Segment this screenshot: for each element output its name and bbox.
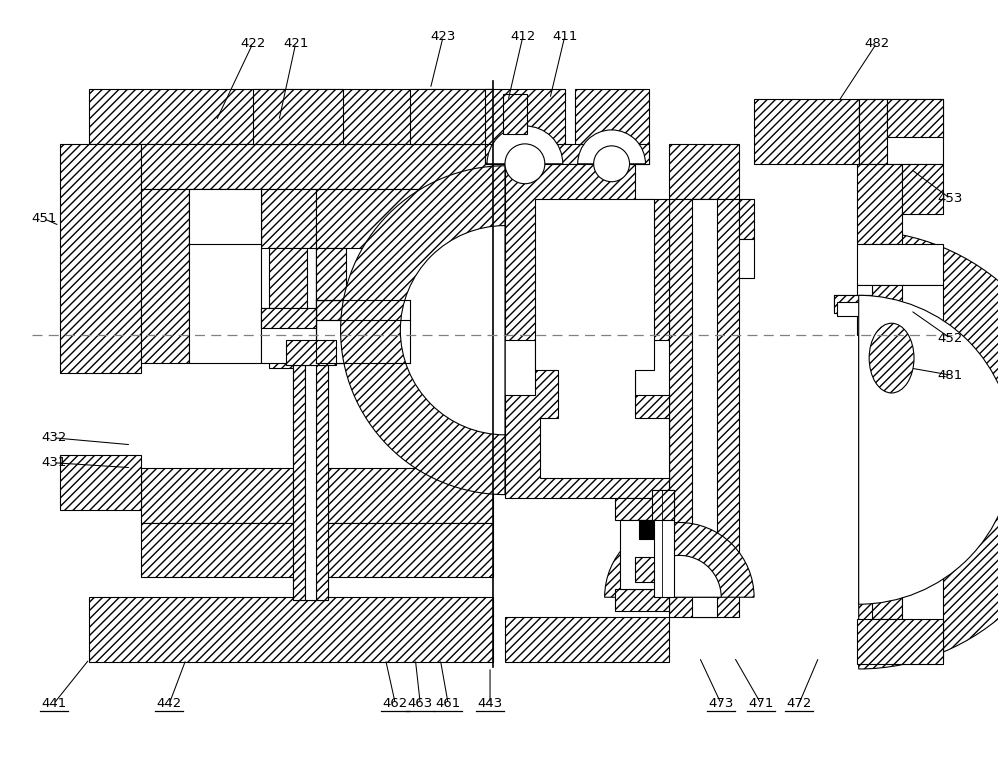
Bar <box>253 89 343 144</box>
Bar <box>575 89 649 164</box>
Bar <box>620 519 664 589</box>
Bar <box>189 189 261 243</box>
Text: 462: 462 <box>383 697 408 710</box>
Bar <box>872 335 902 619</box>
Bar <box>503 94 527 134</box>
Bar <box>286 340 336 365</box>
Bar <box>739 199 754 239</box>
Text: 443: 443 <box>477 697 503 710</box>
Bar <box>60 144 141 373</box>
Bar <box>189 189 261 363</box>
Text: 451: 451 <box>31 212 56 225</box>
Bar <box>316 189 495 363</box>
Bar <box>615 498 669 519</box>
Polygon shape <box>535 199 669 478</box>
Bar <box>857 164 902 243</box>
Text: 481: 481 <box>938 369 963 382</box>
Wedge shape <box>859 230 1000 669</box>
Text: 471: 471 <box>748 697 774 710</box>
Bar <box>635 557 662 582</box>
Text: 482: 482 <box>864 37 889 49</box>
Text: 472: 472 <box>786 697 812 710</box>
Wedge shape <box>605 523 754 598</box>
Wedge shape <box>341 165 505 495</box>
Bar <box>261 189 316 248</box>
Bar <box>316 301 410 363</box>
Text: 473: 473 <box>709 697 734 710</box>
Bar <box>485 144 649 164</box>
Bar <box>89 89 493 144</box>
Bar <box>639 519 667 540</box>
Bar <box>692 199 717 617</box>
Ellipse shape <box>869 323 914 393</box>
Text: 463: 463 <box>408 697 433 710</box>
Bar <box>261 308 316 329</box>
Bar <box>316 248 410 301</box>
Text: 453: 453 <box>938 192 963 205</box>
Bar <box>887 99 943 137</box>
Bar <box>739 239 754 278</box>
Bar <box>485 89 565 164</box>
Bar <box>293 363 328 600</box>
Text: 432: 432 <box>41 431 66 444</box>
Bar <box>141 189 189 363</box>
Polygon shape <box>505 164 669 498</box>
Bar <box>261 308 316 363</box>
Bar <box>859 99 943 164</box>
Circle shape <box>594 146 630 182</box>
Bar <box>834 295 872 313</box>
Text: 431: 431 <box>41 456 66 469</box>
Text: 423: 423 <box>431 30 456 43</box>
Bar <box>857 243 943 285</box>
Bar <box>293 363 305 600</box>
Bar <box>316 301 410 320</box>
Bar <box>615 589 669 611</box>
Bar <box>669 199 739 617</box>
Wedge shape <box>578 130 645 164</box>
Bar <box>654 489 674 598</box>
Bar <box>902 285 943 659</box>
Bar <box>269 248 307 368</box>
Bar <box>293 355 328 365</box>
Text: 412: 412 <box>510 30 536 43</box>
Wedge shape <box>638 555 721 598</box>
Bar <box>316 363 328 600</box>
Wedge shape <box>400 226 505 435</box>
Bar <box>859 99 887 164</box>
Text: 421: 421 <box>283 37 308 49</box>
Bar <box>902 164 943 213</box>
Text: 442: 442 <box>157 697 182 710</box>
Text: 411: 411 <box>552 30 577 43</box>
Bar <box>834 295 872 313</box>
Bar <box>375 248 410 301</box>
Bar <box>857 619 943 664</box>
Bar <box>89 598 493 662</box>
Wedge shape <box>487 126 563 164</box>
Bar <box>141 523 493 577</box>
Circle shape <box>505 144 545 184</box>
Text: 461: 461 <box>436 697 461 710</box>
Bar <box>837 302 869 316</box>
Bar <box>141 468 493 523</box>
Text: 452: 452 <box>938 332 963 345</box>
Bar <box>754 99 859 164</box>
Bar <box>60 455 141 509</box>
Bar <box>652 489 674 519</box>
Bar <box>669 144 739 199</box>
Bar <box>410 89 493 144</box>
Text: 441: 441 <box>41 697 66 710</box>
Bar <box>505 617 669 662</box>
Bar <box>872 285 904 335</box>
Bar <box>305 363 316 600</box>
Bar <box>857 285 872 335</box>
Bar <box>141 144 493 189</box>
Bar <box>316 248 346 301</box>
Wedge shape <box>859 295 1000 604</box>
Text: 422: 422 <box>240 37 266 49</box>
